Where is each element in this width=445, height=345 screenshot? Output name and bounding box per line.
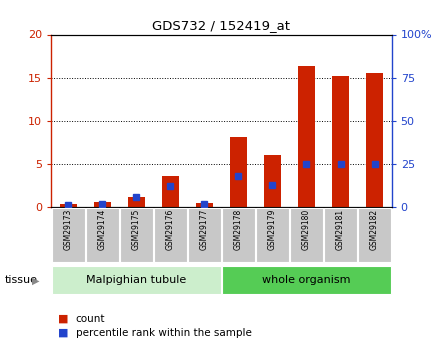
Text: GSM29180: GSM29180 <box>302 209 311 250</box>
Bar <box>154 208 187 262</box>
Bar <box>324 208 357 262</box>
Bar <box>52 208 85 262</box>
Text: GSM29174: GSM29174 <box>98 209 107 250</box>
Bar <box>120 208 153 262</box>
Bar <box>298 66 315 207</box>
Bar <box>94 202 111 207</box>
Title: GDS732 / 152419_at: GDS732 / 152419_at <box>152 19 291 32</box>
Bar <box>128 197 145 207</box>
Text: GSM29177: GSM29177 <box>200 209 209 250</box>
Bar <box>222 208 255 262</box>
Bar <box>264 155 281 207</box>
Bar <box>230 137 247 207</box>
Bar <box>52 266 221 294</box>
Bar <box>222 266 391 294</box>
Text: GSM29181: GSM29181 <box>336 209 345 250</box>
Text: GSM29178: GSM29178 <box>234 209 243 250</box>
Text: count: count <box>76 314 105 324</box>
Bar <box>162 176 179 207</box>
Text: whole organism: whole organism <box>262 275 351 285</box>
Bar <box>85 208 119 262</box>
Text: GSM29176: GSM29176 <box>166 209 175 250</box>
Text: Malpighian tubule: Malpighian tubule <box>86 275 186 285</box>
Text: tissue: tissue <box>4 275 37 285</box>
Text: ▶: ▶ <box>32 275 40 285</box>
Bar <box>332 76 349 207</box>
Text: GSM29179: GSM29179 <box>268 209 277 250</box>
Bar <box>256 208 289 262</box>
Bar <box>290 208 323 262</box>
Bar <box>366 73 383 207</box>
Text: GSM29173: GSM29173 <box>64 209 73 250</box>
Bar <box>60 204 77 207</box>
Bar <box>196 203 213 207</box>
Bar <box>188 208 221 262</box>
Text: percentile rank within the sample: percentile rank within the sample <box>76 328 251 338</box>
Text: GSM29175: GSM29175 <box>132 209 141 250</box>
Text: ■: ■ <box>58 314 69 324</box>
Text: ■: ■ <box>58 328 69 338</box>
Text: GSM29182: GSM29182 <box>370 209 379 250</box>
Bar <box>358 208 391 262</box>
